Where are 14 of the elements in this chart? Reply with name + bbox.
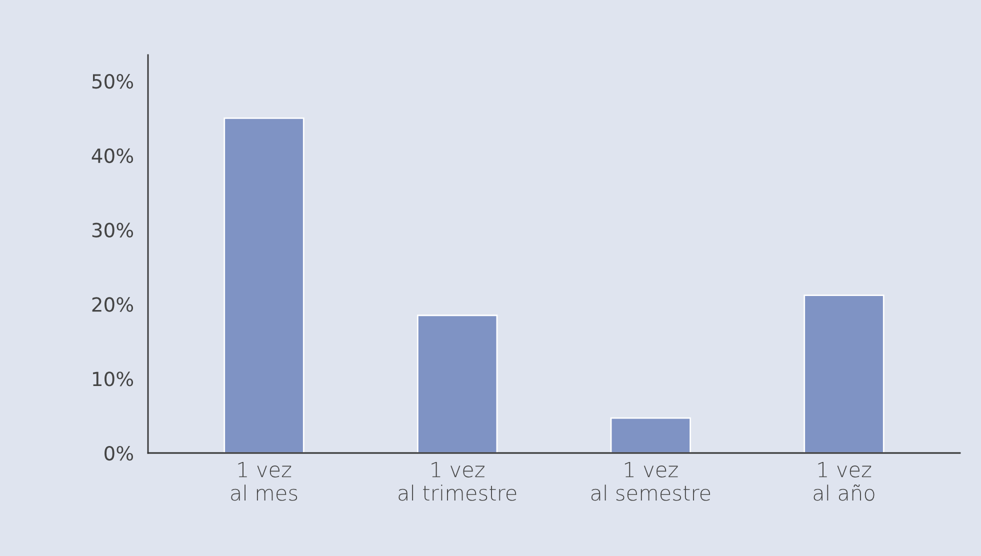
x-tick-label: 1 vez al año: [814, 462, 874, 501]
x-tick-label: 1 vez al trimestre: [398, 462, 516, 501]
y-tick-label: 50%: [92, 74, 134, 89]
y-tick-label: 0%: [104, 446, 134, 461]
y-tick-label: 30%: [92, 222, 134, 238]
y-tick-label: 20%: [92, 297, 134, 312]
bar: [417, 314, 498, 453]
y-tick-label: 40%: [92, 148, 134, 164]
bar: [224, 118, 304, 453]
bar: [804, 294, 884, 453]
x-tick-label: 1 vez al semestre: [591, 462, 710, 501]
y-tick-label: 10%: [93, 372, 134, 386]
x-tick-label: 1 vez al mes: [231, 462, 298, 501]
bar: [610, 417, 691, 453]
